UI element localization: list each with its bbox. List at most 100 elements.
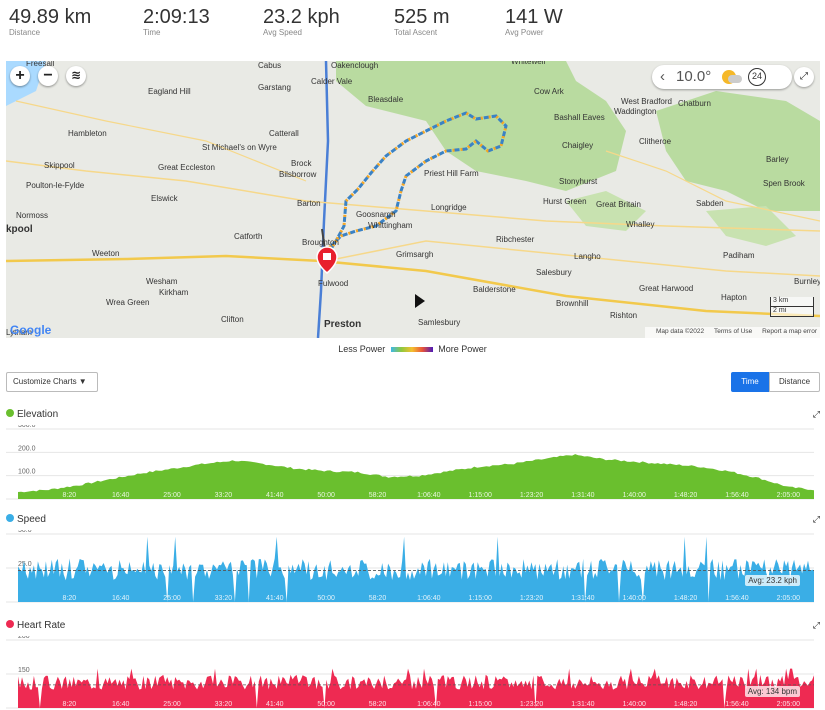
map-town-label: Elswick	[151, 194, 178, 203]
x-tick-label: 50:00	[317, 595, 335, 602]
stat-value: 141 W	[505, 6, 563, 28]
map-town-label: Catterall	[269, 129, 299, 138]
expand-icon[interactable]: ⤢	[812, 620, 820, 630]
map-town-label: Cabus	[258, 61, 282, 70]
series-area	[18, 454, 814, 499]
time-toggle[interactable]: Time	[731, 372, 769, 392]
map-town-label: Spen Brook	[763, 179, 805, 188]
expand-icon[interactable]: ⤢	[812, 514, 820, 524]
x-tick-label: 1:23:20	[520, 492, 543, 499]
series-area	[18, 668, 814, 708]
cloud-icon	[728, 75, 742, 83]
scale-mi: 2 mi	[770, 307, 814, 317]
stat-time: 2:09:13 Time	[143, 6, 210, 38]
x-tick-label: 1:15:00	[469, 701, 492, 708]
speed-chart[interactable]: Speed ⤢ 50.025.00.08:2016:4025:0033:2041…	[6, 514, 820, 604]
map-town-label: Brock	[291, 159, 312, 168]
expand-icon[interactable]: ⤢	[812, 409, 820, 419]
map-town-label: West Bradford	[621, 97, 672, 106]
customize-charts-button[interactable]: Customize Charts ▼	[6, 372, 98, 392]
route-map[interactable]: Freesall Cabus Oakenclough Whitewell Calder …	[6, 61, 820, 338]
speed-dot-icon	[6, 514, 14, 522]
map-town-label: Skippool	[44, 161, 75, 170]
avg-speed-label: Avg: 23.2 kph	[745, 575, 800, 586]
map-town-label: Chaigley	[562, 141, 594, 150]
map-town-label: Preston	[324, 319, 362, 330]
elevation-dot-icon	[6, 409, 14, 417]
map-scale: 3 km 2 mi	[770, 297, 814, 317]
map-town-label: Clifton	[221, 315, 244, 324]
map-canvas[interactable]	[6, 61, 820, 338]
legend-more: More Power	[438, 344, 487, 354]
wind-speed: 24	[748, 68, 766, 86]
x-tick-label: 50:00	[317, 701, 335, 708]
map-town-label: Samlesbury	[418, 318, 461, 327]
play-icon[interactable]	[415, 294, 425, 308]
map-green-area	[566, 191, 646, 231]
y-tick-label: 200.0	[18, 445, 36, 452]
x-tick-label: 25:00	[163, 701, 181, 708]
elevation-chart[interactable]: Elevation ⤢ 300.0200.0100.008:2016:4025:…	[6, 409, 820, 501]
map-town-label: Fulwood	[318, 279, 349, 288]
y-tick-label: 25.0	[18, 561, 32, 568]
map-town-label: Great Britain	[596, 200, 641, 209]
map-town-label: Balderstone	[473, 285, 516, 294]
map-town-label: Goosnargh	[356, 210, 396, 219]
map-road	[605, 150, 820, 222]
x-tick-label: 33:20	[215, 492, 233, 499]
x-tick-label: 1:06:40	[417, 595, 440, 602]
heart-rate-plot[interactable]: 2001501008:2016:4025:0033:2041:4050:0058…	[6, 636, 820, 710]
map-town-label: Great Harwood	[639, 284, 694, 293]
map-town-label: Poulton-le-Fylde	[26, 181, 85, 190]
x-tick-label: 1:56:40	[725, 701, 748, 708]
map-town-label: Stonyhurst	[559, 177, 598, 186]
map-town-label: Broughton	[302, 238, 339, 247]
heart-rate-chart[interactable]: Heart Rate ⤢ 2001501008:2016:4025:0033:2…	[6, 620, 820, 710]
map-town-label: Whalley	[626, 220, 655, 229]
map-town-label: Bleasdale	[368, 95, 404, 104]
x-tick-label: 1:48:20	[674, 492, 697, 499]
report-error-link[interactable]: Report a map error	[762, 328, 817, 335]
map-town-label: Sabden	[696, 199, 724, 208]
y-tick-label: 300.0	[18, 425, 36, 429]
speed-plot[interactable]: 50.025.00.08:2016:4025:0033:2041:4050:00…	[6, 530, 820, 604]
map-town-label: Barley	[766, 155, 789, 164]
scale-km: 3 km	[770, 297, 814, 307]
zoom-in-button[interactable]: +	[10, 66, 30, 86]
map-road	[325, 240, 820, 277]
stat-value: 49.89 km	[9, 6, 92, 28]
map-road	[15, 100, 307, 182]
map-motorway	[6, 254, 820, 318]
map-fullscreen-icon[interactable]: ⤢	[794, 67, 814, 87]
map-town-label: Whittingham	[368, 221, 413, 230]
x-tick-label: 2:05:00	[777, 595, 800, 602]
x-tick-label: 33:20	[215, 701, 233, 708]
power-gradient	[390, 347, 433, 353]
stat-label: Total Ascent	[394, 28, 438, 37]
map-town-label: Longridge	[431, 203, 467, 212]
y-tick-label: 50.0	[18, 530, 32, 534]
map-green-area	[656, 91, 820, 211]
map-town-label: Great Eccleston	[158, 163, 215, 172]
layers-icon[interactable]: ≋	[66, 66, 86, 86]
stat-avg-speed: 23.2 kph Avg Speed	[263, 6, 340, 38]
x-tick-label: 1:31:40	[571, 492, 594, 499]
series-area	[18, 536, 814, 602]
x-tick-label: 1:06:40	[417, 701, 440, 708]
map-town-label: Hambleton	[68, 129, 107, 138]
elevation-plot[interactable]: 300.0200.0100.008:2016:4025:0033:2041:40…	[6, 425, 820, 501]
weather-widget[interactable]: ‹ 10.0° 24	[652, 65, 792, 89]
map-town-label: Brownhill	[556, 299, 589, 308]
prev-weather-icon[interactable]: ‹	[660, 68, 665, 85]
zoom-out-button[interactable]: −	[38, 66, 58, 86]
map-town-label: Kirkham	[159, 288, 189, 297]
stat-distance: 49.89 km Distance	[9, 6, 91, 38]
map-town-label: Bashall Eaves	[554, 113, 605, 122]
map-town-label: Eagland Hill	[148, 87, 191, 96]
stat-label: Distance	[9, 28, 41, 37]
heart-rate-dot-icon	[6, 620, 14, 628]
distance-toggle[interactable]: Distance	[769, 372, 820, 392]
x-tick-label: 33:20	[215, 595, 233, 602]
terms-link[interactable]: Terms of Use	[713, 328, 753, 335]
map-town-label: Rishton	[610, 311, 638, 320]
